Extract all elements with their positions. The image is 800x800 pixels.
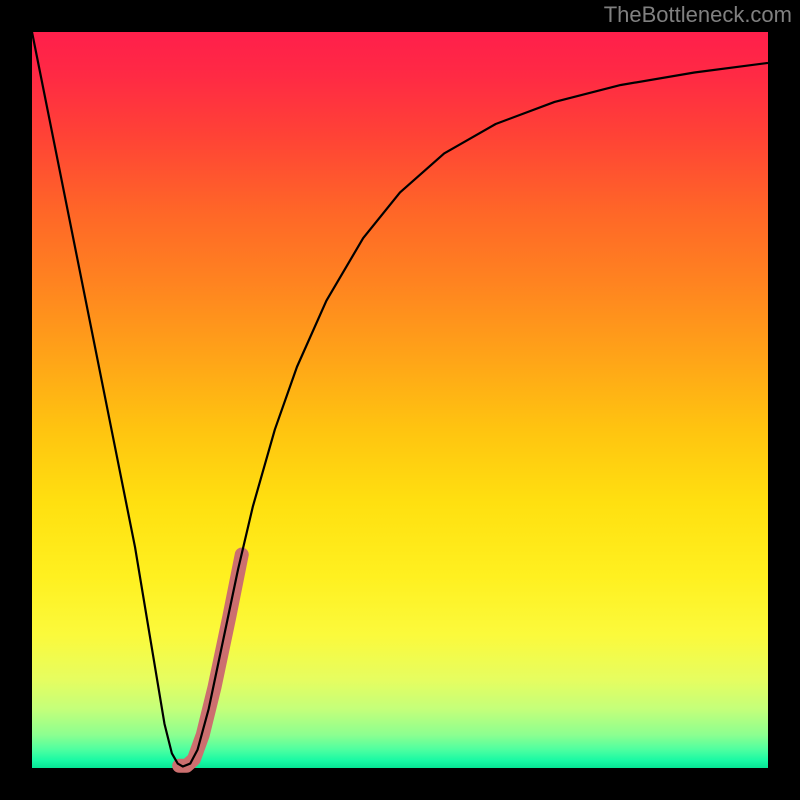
watermark-text: TheBottleneck.com	[604, 2, 792, 28]
plot-area	[32, 32, 768, 768]
root: TheBottleneck.com	[0, 0, 800, 800]
